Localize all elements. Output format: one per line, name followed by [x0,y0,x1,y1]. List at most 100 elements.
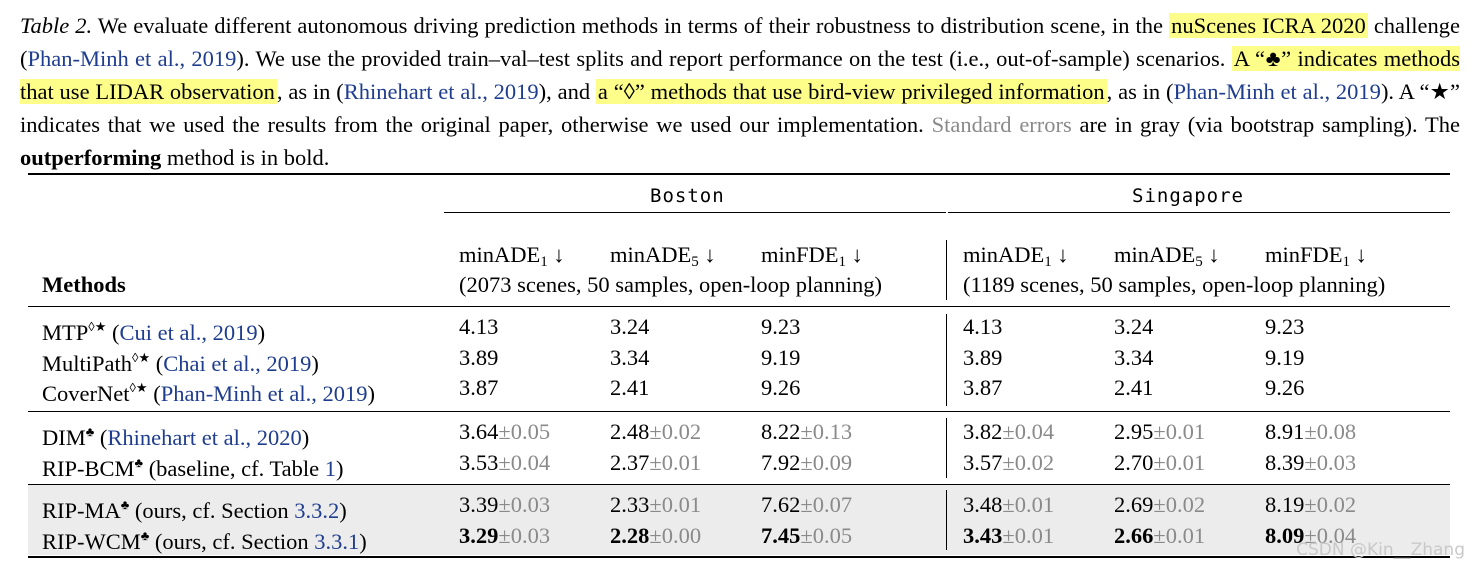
method-note: ( [106,320,120,345]
metric-value: 3.34 [1114,345,1154,370]
method-cell: RIP-MA♣ (ours, cf. Section 3.3.2) [42,491,347,525]
method-note: ( [150,351,164,376]
metric-value-cell: 3.57±0.02 [963,449,1054,477]
column-divider [946,418,947,478]
outperforming-text: outperforming [20,145,162,170]
method-note: ) [257,320,266,345]
metric-value-cell: 2.37±0.01 [610,449,701,477]
standard-error: ±0.08 [1304,419,1357,444]
metric-value-cell: 3.53±0.04 [459,449,550,477]
metric-header: minADE1 ↓ [459,241,565,276]
metric-value-cell: 2.95±0.01 [1114,418,1205,446]
lower-better-arrow: ↓ [1350,242,1367,267]
citation-link[interactable]: 1 [324,456,336,481]
citation-link[interactable]: Rhinehart et al., 2019 [343,79,539,104]
citation-link[interactable]: 3.3.1 [314,529,360,554]
metric-value: 2.41 [1114,375,1154,400]
method-note: ) [301,425,310,450]
metric-value: 3.89 [459,345,499,370]
metric-value-cell: 3.43±0.01 [963,522,1054,550]
standard-error: ±0.00 [649,523,702,548]
metric-value: 2.41 [610,375,650,400]
method-marks: ◊★ [88,319,107,334]
metric-value-cell: 4.13 [459,313,498,341]
metric-value-cell: 9.26 [761,374,800,402]
metric-value: 9.19 [761,345,801,370]
standard-error: ±0.02 [649,419,702,444]
standard-error: ±0.03 [498,492,551,517]
lower-better-arrow: ↓ [698,242,716,267]
method-cell: RIP-WCM♣ (ours, cf. Section 3.3.1) [42,522,367,556]
metric-value: 3.24 [610,314,650,339]
standard-error: ±0.05 [498,419,551,444]
metric-value: 2.48 [610,419,650,444]
standard-error: ±0.01 [1153,419,1206,444]
method-marks: ♣ [85,424,95,439]
column-divider [946,314,947,406]
lower-better-arrow: ↓ [846,242,863,267]
method-name: MTP [42,320,89,345]
standard-error: ±0.13 [800,419,853,444]
method-cell: RIP-BCM♣ (baseline, cf. Table 1) [42,449,344,483]
metric-value-cell: 4.13 [963,313,1002,341]
caption-text: ). We use the provided train–val–test sp… [236,46,1232,71]
metric-value: 4.13 [963,314,1003,339]
method-note: ( [147,381,161,406]
metric-value-cell: 3.82±0.04 [963,418,1054,446]
metric-header: minADE5 ↓ [1114,241,1220,276]
citation-link[interactable]: 3.3.2 [294,498,340,523]
method-cell: MultiPath◊★ (Chai et al., 2019) [42,344,319,378]
metric-value: 7.45 [761,523,801,548]
metric-value: 8.09 [1265,523,1305,548]
metric-value-cell: 3.89 [963,344,1002,372]
metric-value: 2.66 [1114,523,1154,548]
metric-name: minADE [459,242,541,267]
metric-value-cell: 3.87 [459,374,498,402]
method-cell: CoverNet◊★ (Phan-Minh et al., 2019) [42,374,375,408]
standard-error: ±0.01 [649,492,702,517]
citation-link[interactable]: Cui et al., 2019 [119,320,258,345]
standard-error: ±0.01 [1002,523,1055,548]
standard-error: ±0.02 [1153,492,1206,517]
lower-better-arrow: ↓ [1051,242,1069,267]
caption-text: , as in ( [1106,79,1174,104]
section-rule [28,411,1450,412]
metric-name: minFDE [761,242,839,267]
metric-value: 9.26 [1265,375,1305,400]
metric-value: 4.13 [459,314,499,339]
boston-header: Boston [650,185,725,207]
metric-value: 2.70 [1114,450,1154,475]
caption-text: challenge ( [20,13,1461,71]
metric-value-cell: 2.33±0.01 [610,491,701,519]
standard-error: ±0.02 [1304,492,1357,517]
metric-value-cell: 9.23 [1265,313,1304,341]
metric-subscript: 5 [691,254,699,270]
citation-link[interactable]: Phan-Minh et al., 2019 [27,46,237,71]
metric-value-cell: 2.41 [1114,374,1153,402]
metric-value-cell: 8.91±0.08 [1265,418,1356,446]
standard-error: ±0.04 [1304,523,1357,548]
standard-error: ±0.01 [1002,492,1055,517]
method-marks: ♣ [140,528,150,543]
metric-value-cell: 9.19 [1265,344,1304,372]
metric-value-cell: 2.69±0.02 [1114,491,1205,519]
citation-link[interactable]: Phan-Minh et al., 2019 [160,381,368,406]
metric-subscript: 1 [1342,254,1351,270]
metric-value-cell: 7.62±0.07 [761,491,852,519]
metric-value: 7.62 [761,492,801,517]
metric-subscript: 1 [540,254,548,270]
standard-error: ±0.02 [1002,450,1055,475]
method-name: RIP-WCM [42,529,141,554]
metric-value: 2.95 [1114,419,1154,444]
standard-error: ±0.09 [800,450,853,475]
citation-link[interactable]: Phan-Minh et al., 2019 [1173,79,1381,104]
methods-header: Methods [42,272,126,297]
citation-link[interactable]: Chai et al., 2019 [163,351,312,376]
metric-value-cell: 3.87 [963,374,1002,402]
metric-value-cell: 3.34 [610,344,649,372]
method-name: RIP-MA [42,498,121,523]
method-note: ) [311,351,319,376]
metric-header: minFDE1 ↓ [761,241,863,276]
citation-link[interactable]: Rhinehart et al., 2020 [107,425,302,450]
caption-text: , as in ( [276,79,344,104]
